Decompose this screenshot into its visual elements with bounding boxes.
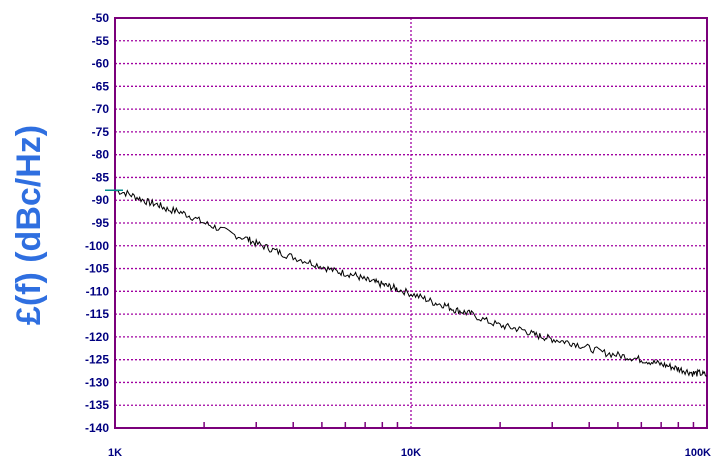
y-tick-label: -50 <box>92 11 110 25</box>
y-tick-label: -140 <box>85 421 109 435</box>
y-tick-label: -55 <box>92 34 110 48</box>
y-tick-label: -75 <box>92 125 110 139</box>
y-tick-label: -90 <box>92 193 110 207</box>
y-tick-label: -85 <box>92 170 110 184</box>
y-tick-label: -130 <box>85 375 109 389</box>
y-tick-label: -80 <box>92 148 110 162</box>
y-tick-label: -125 <box>85 353 109 367</box>
series-line <box>114 189 708 377</box>
y-tick-label: -95 <box>92 216 110 230</box>
y-axis-label: £(f) (dBc/Hz) <box>10 125 48 325</box>
x-tick-label: 100K <box>685 447 711 459</box>
y-tick-label: -65 <box>92 79 110 93</box>
x-grid-lines <box>203 18 695 428</box>
y-tick-label: -105 <box>85 262 109 276</box>
x-tick-label: 1K <box>108 447 122 459</box>
plot-frame <box>114 17 708 429</box>
y-tick-labels: -50 -55 -60 -65 -70 -75 -80 -85 -90 -95 -100 -105 -1… <box>85 11 109 435</box>
y-tick-label: -120 <box>85 330 109 344</box>
y-tick-label: -110 <box>86 284 110 298</box>
y-tick-label: -60 <box>92 57 110 71</box>
y-tick-label: -70 <box>92 102 110 116</box>
x-tick-labels: 1K 10K 100K <box>108 447 711 459</box>
y-tick-label: -135 <box>85 398 109 412</box>
y-tick-label: -115 <box>86 307 110 321</box>
x-tick-label: 10K <box>401 447 421 459</box>
y-tick-label: -100 <box>85 239 109 253</box>
